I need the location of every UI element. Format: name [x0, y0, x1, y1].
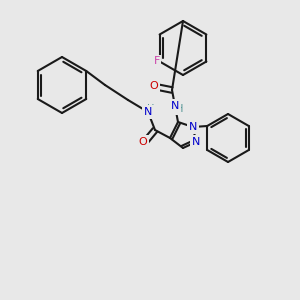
Text: H: H	[176, 104, 184, 114]
Text: N: N	[144, 107, 152, 117]
Text: O: O	[150, 81, 158, 91]
Text: N: N	[189, 122, 197, 132]
Text: N: N	[171, 101, 179, 111]
Text: O: O	[139, 137, 147, 147]
Text: H: H	[147, 104, 155, 114]
Text: N: N	[192, 137, 200, 147]
Text: F: F	[153, 56, 160, 67]
